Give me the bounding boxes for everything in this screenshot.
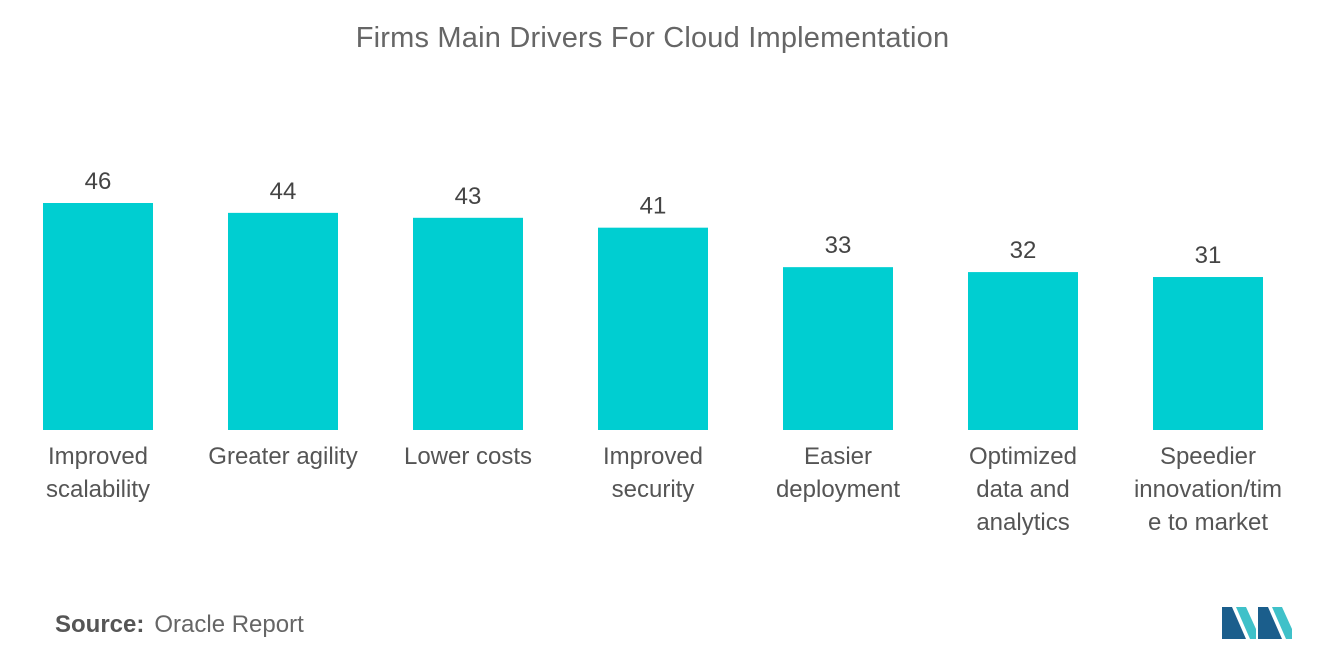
category-label-5: Easier deployment bbox=[776, 443, 900, 503]
category-label-1: Improved scalability bbox=[46, 443, 150, 503]
bar-value-label-4: 41 bbox=[640, 193, 667, 220]
source-label: Source: bbox=[55, 611, 145, 638]
bar-7 bbox=[1153, 277, 1263, 430]
category-label-7: Speedier innovation/tim e to market bbox=[1134, 443, 1282, 536]
bar-value-label-5: 33 bbox=[825, 232, 852, 259]
bar-3 bbox=[413, 217, 523, 430]
bar-value-label-6: 32 bbox=[1010, 237, 1037, 264]
category-label-6: Optimized data and analytics bbox=[969, 443, 1077, 536]
bar-1 bbox=[43, 203, 153, 430]
category-label-3: Lower costs bbox=[404, 443, 532, 470]
bar-value-label-1: 46 bbox=[85, 168, 112, 195]
source-text: Oracle Report bbox=[154, 611, 304, 638]
bar-value-label-3: 43 bbox=[455, 183, 482, 210]
bar-5 bbox=[783, 267, 893, 430]
bar-4 bbox=[598, 227, 708, 430]
bar-value-label-7: 31 bbox=[1195, 242, 1222, 269]
bar-2 bbox=[228, 212, 338, 430]
mordor-intelligence-logo-icon bbox=[1222, 607, 1292, 639]
source-note: Source: Oracle Report bbox=[55, 611, 304, 639]
category-label-4: Improved security bbox=[603, 443, 703, 503]
bar-6 bbox=[968, 272, 1078, 430]
bar-value-label-2: 44 bbox=[270, 178, 297, 205]
chart-title: Firms Main Drivers For Cloud Implementat… bbox=[355, 22, 950, 54]
category-label-2: Greater agility bbox=[208, 443, 357, 470]
